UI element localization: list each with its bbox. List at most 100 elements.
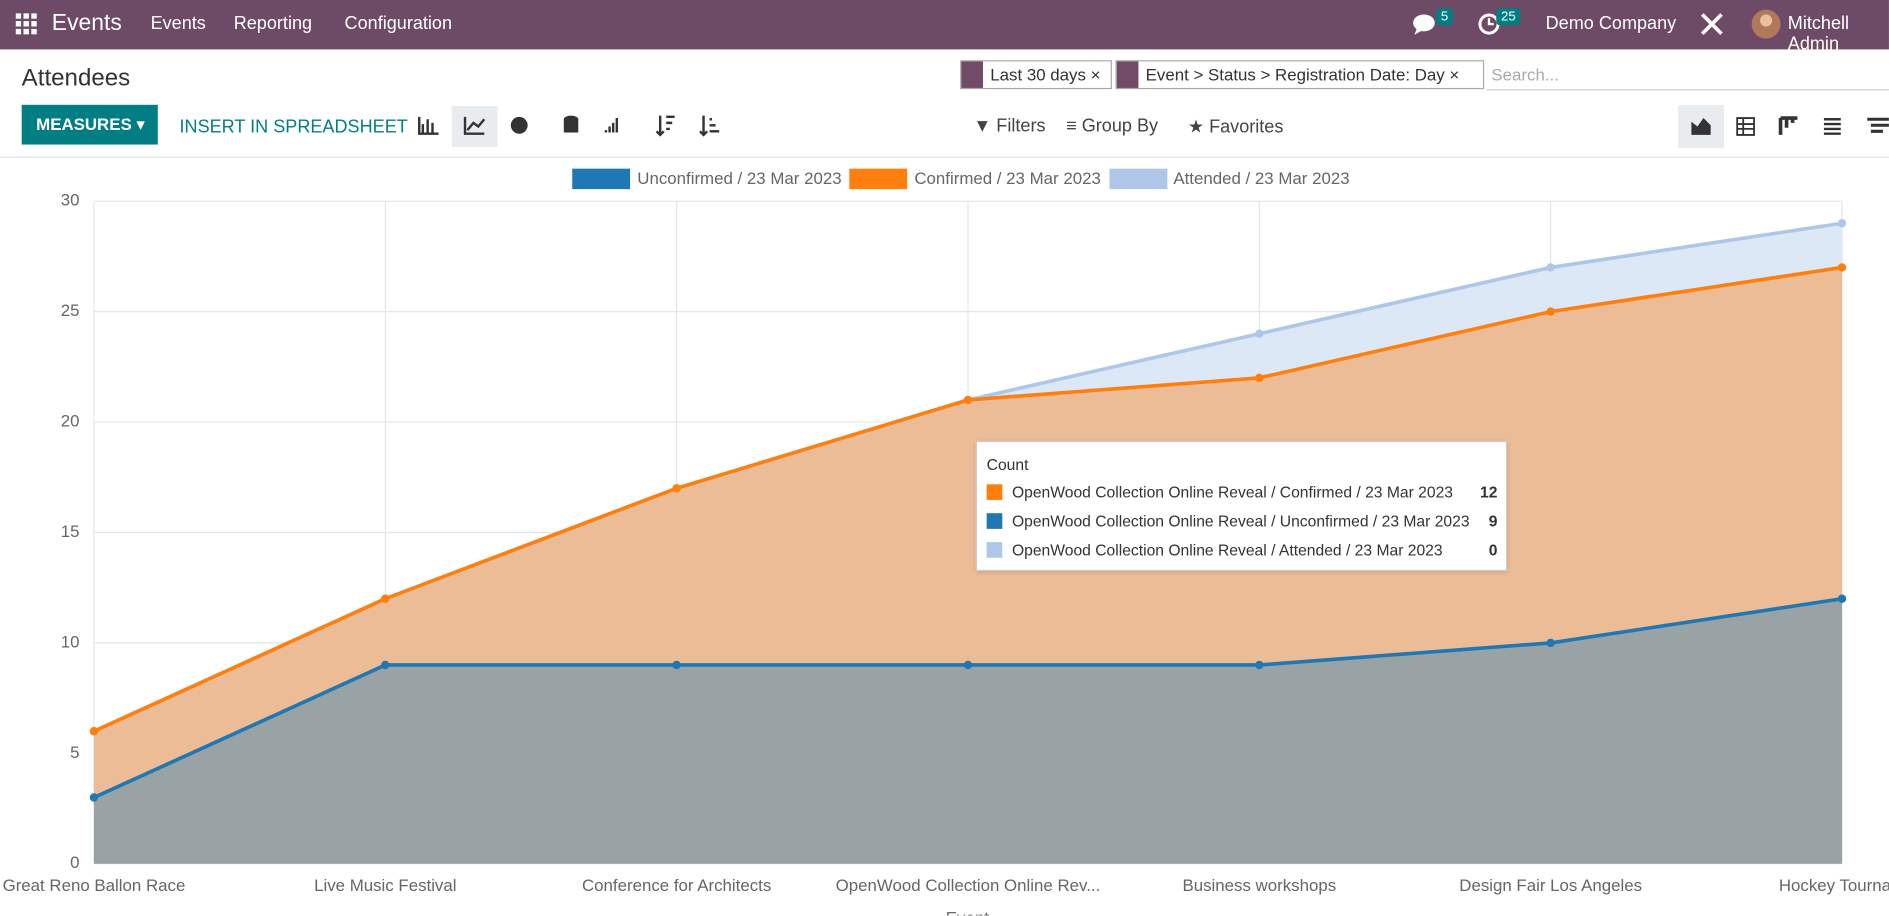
chart-toolbar[interactable]: [410, 106, 735, 147]
active-mode: [451, 106, 498, 147]
list-view[interactable]: [1823, 118, 1841, 135]
point: [963, 395, 973, 405]
y-tick-label: 15: [61, 522, 80, 541]
menu-item[interactable]: Configuration: [344, 13, 453, 34]
point: [1255, 373, 1264, 383]
x-tick-label: Hockey Tournam: [1779, 876, 1889, 895]
settings-icon[interactable]: [1699, 11, 1726, 38]
point: [1546, 307, 1555, 316]
x-axis-label: Event: [946, 909, 989, 916]
point: [381, 660, 390, 670]
line-icon[interactable]: [463, 116, 486, 135]
cohort-view[interactable]: [1778, 116, 1798, 135]
tooltip-value: 12: [1480, 483, 1498, 502]
x-tick-label: OpenWood Collection Online Rev...: [836, 876, 1101, 895]
tooltip-label: OpenWood Collection Online Reveal / Atte…: [1011, 540, 1443, 559]
tooltip-row: OpenWood Collection Online Reveal / Unco…: [986, 511, 1498, 531]
tooltip-value: 9: [1488, 511, 1498, 531]
user-name[interactable]: Mitchell Admin: [1787, 13, 1850, 55]
filters-label: Filters: [996, 115, 1046, 137]
tooltip-row: OpenWood Collection Online Reveal / Atte…: [986, 540, 1498, 559]
facet-icon: [1116, 61, 1139, 88]
app-name[interactable]: Events: [51, 10, 122, 37]
x-tick-label: Design Fair Los Angeles: [1459, 876, 1642, 895]
point: [1546, 638, 1555, 648]
avatar[interactable]: [1750, 8, 1781, 39]
x-tick-label: Conference for Architects: [582, 876, 771, 895]
groupby-button[interactable]: ≡ Group By: [1066, 115, 1159, 137]
messages-badge: 5: [1436, 8, 1454, 26]
company[interactable]: Demo Company: [1545, 13, 1677, 34]
legend-label: Unconfirmed / 23 Mar 2023: [637, 169, 841, 188]
point: [381, 594, 390, 603]
gantt-view[interactable]: [1867, 117, 1889, 133]
x-tick-label: Great Reno Ballon Race: [3, 876, 186, 895]
search-input[interactable]: Search...: [1491, 65, 1559, 85]
legend-label: Confirmed / 23 Mar 2023: [914, 169, 1100, 188]
tooltip-value: 0: [1488, 540, 1498, 559]
point: [1837, 594, 1847, 603]
point: [963, 660, 973, 670]
bar-icon[interactable]: [418, 116, 439, 135]
graph-view[interactable]: [1691, 118, 1711, 135]
stack-icon[interactable]: [563, 119, 579, 133]
facet-text: Event > Status > Registration Date: Day: [1145, 65, 1445, 85]
tooltip-swatch: [986, 542, 1003, 558]
point: [89, 727, 99, 736]
favorites-label: Favorites: [1209, 116, 1284, 138]
point: [1255, 329, 1264, 338]
insert-button[interactable]: INSERT IN SPREADSHEET: [179, 116, 408, 138]
filters-button[interactable]: ▼ Filters: [973, 115, 1046, 137]
y-tick-label: 5: [70, 743, 79, 762]
legend-swatch: [849, 168, 908, 190]
activities-badge: 25: [1496, 8, 1521, 26]
x-tick-label: Live Music Festival: [314, 876, 456, 895]
y-tick-label: 0: [70, 853, 79, 872]
tooltip-label: OpenWood Collection Online Reveal / Conf…: [1011, 483, 1454, 502]
x-tick-label: Business workshops: [1182, 876, 1336, 895]
facet-icon: [961, 61, 984, 88]
legend-label: Attended / 23 Mar 2023: [1173, 169, 1349, 188]
favorites-button[interactable]: ★ Favorites: [1187, 116, 1284, 138]
pie-icon[interactable]: [510, 116, 528, 134]
pivot-view[interactable]: [1736, 117, 1755, 136]
chat-icon[interactable]: [1412, 12, 1439, 36]
measures-label: MEASURES: [36, 114, 132, 134]
sort-desc-icon[interactable]: [655, 115, 675, 137]
sort-asc-icon[interactable]: [699, 115, 720, 137]
point: [672, 484, 681, 493]
y-tick-label: 30: [61, 191, 80, 210]
tooltip-row: OpenWood Collection Online Reveal / Conf…: [986, 483, 1498, 502]
facet[interactable]: Last 30 days ×: [960, 60, 1112, 90]
measures-button[interactable]: MEASURES ▾: [21, 104, 158, 145]
tooltip: Count OpenWood Collection Online Reveal …: [975, 440, 1508, 572]
point: [1255, 660, 1264, 670]
facet-text: Last 30 days: [990, 65, 1086, 85]
point: [1837, 219, 1847, 228]
divider: [0, 156, 1889, 158]
menu-item[interactable]: Events: [150, 13, 206, 34]
facet[interactable]: Event > Status > Registration Date: Day …: [1115, 60, 1485, 90]
y-tick-label: 20: [61, 411, 80, 430]
point: [89, 793, 99, 802]
legend-swatch: [572, 168, 631, 190]
apps-icon[interactable]: [15, 13, 38, 35]
point: [1837, 263, 1847, 272]
y-tick-label: 25: [61, 301, 80, 320]
navbar: Events Events Reporting Configuration 5 …: [0, 0, 1889, 54]
tooltip-swatch: [986, 513, 1003, 529]
legend-swatch: [1109, 168, 1168, 190]
y-tick-label: 10: [61, 632, 80, 651]
cumulative-icon[interactable]: [604, 118, 619, 133]
menu-item[interactable]: Reporting: [233, 13, 313, 34]
tooltip-label: OpenWood Collection Online Reveal / Unco…: [1011, 511, 1470, 531]
chart: 0 5 10 15 20 25 30 Great Reno Ballon Race Live M…: [3, 168, 1889, 916]
tooltip-title: Count: [986, 455, 1029, 474]
groupby-label: Group By: [1081, 115, 1159, 137]
tooltip-swatch: [986, 484, 1003, 500]
breadcrumb: Attendees: [21, 65, 131, 92]
search-underline: [1486, 89, 1889, 91]
view-switcher[interactable]: [1678, 104, 1889, 149]
